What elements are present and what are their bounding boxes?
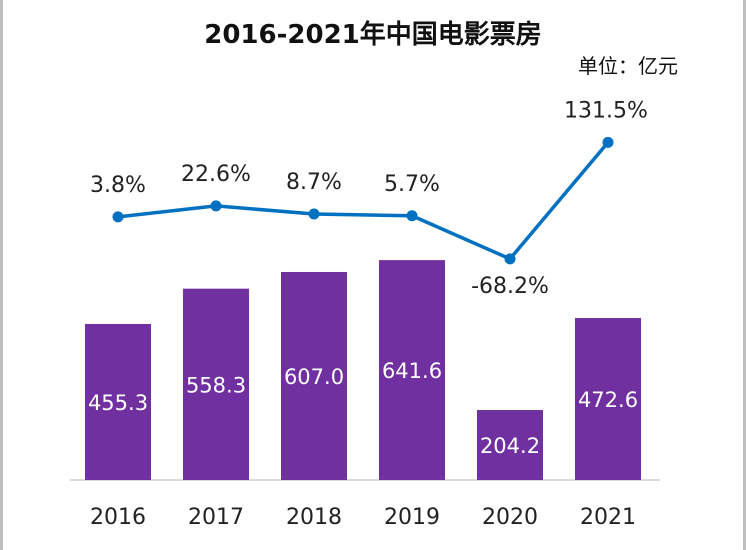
bar-label-2018: 607.0 [284, 365, 344, 389]
x-tick-2016: 2016 [90, 505, 146, 530]
bar-2020 [477, 410, 543, 480]
growth-point-2018 [308, 208, 320, 220]
bar-2019 [379, 260, 445, 480]
bar-label-2019: 641.6 [382, 359, 442, 383]
growth-point-2019 [406, 210, 418, 222]
growth-point-2020 [504, 253, 516, 265]
left-border [0, 0, 3, 550]
x-tick-2021: 2021 [580, 505, 636, 530]
chart-title: 2016-2021年中国电影票房 [204, 20, 542, 50]
bar-label-2016: 455.3 [88, 391, 148, 415]
bar-label-2017: 558.3 [186, 373, 246, 397]
bar-2016 [85, 323, 151, 480]
growth-label-2017: 22.6% [181, 162, 251, 187]
unit-label: 单位：亿元 [578, 54, 678, 78]
bar-2018 [281, 271, 347, 480]
x-tick-2018: 2018 [286, 505, 342, 530]
growth-label-2019: 5.7% [384, 172, 440, 197]
bar-2021 [575, 318, 641, 480]
growth-point-2017 [210, 200, 222, 212]
growth-line [117, 141, 610, 261]
bar-2017 [183, 288, 249, 480]
bar-label-2021: 472.6 [578, 388, 638, 412]
growth-label-2018: 8.7% [286, 170, 342, 195]
growth-label-2021: 131.5% [564, 98, 648, 123]
growth-point-2021 [602, 136, 614, 148]
x-tick-2017: 2017 [188, 505, 244, 530]
right-border [743, 0, 746, 550]
x-tick-2020: 2020 [482, 505, 538, 530]
growth-point-2016 [112, 211, 124, 223]
x-tick-2019: 2019 [384, 505, 440, 530]
bar-label-2020: 204.2 [480, 434, 540, 458]
growth-label-2016: 3.8% [90, 173, 146, 198]
growth-label-2020: -68.2% [471, 274, 549, 299]
